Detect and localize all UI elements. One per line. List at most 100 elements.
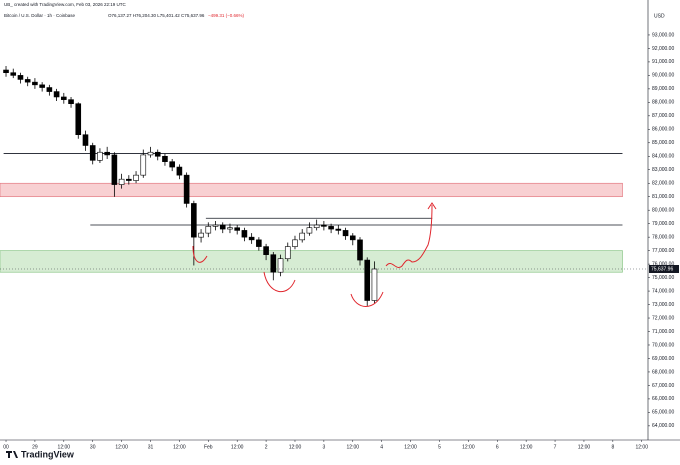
x-tick-label: 12:00 — [347, 444, 360, 450]
x-tick-label: 3 — [322, 444, 325, 450]
candle-body — [68, 99, 74, 105]
y-tick-label: 70,000.00 — [652, 342, 674, 348]
y-tick-label: 85,000.00 — [652, 140, 674, 146]
y-tick-label: 78,000.00 — [652, 234, 674, 240]
candle-body — [256, 239, 262, 247]
x-tick-label: 12:00 — [578, 444, 591, 450]
candle-body — [263, 246, 269, 255]
last-price-label: 75,637.96 — [651, 266, 673, 272]
candle-body — [284, 246, 291, 260]
candle-body — [97, 151, 103, 161]
candle-body — [140, 154, 147, 176]
y-tick-label: 77,000.00 — [652, 248, 674, 254]
x-tick-label: 6 — [496, 444, 499, 450]
candle-body — [270, 254, 277, 273]
candle-body — [147, 151, 154, 156]
credit: UB_ created with TradingView.com, Feb 03… — [4, 2, 126, 7]
candle-body — [292, 239, 298, 247]
candle-body — [328, 226, 334, 230]
candle-body — [3, 69, 9, 74]
logo: TradingView — [6, 449, 75, 459]
candle-body — [176, 166, 183, 176]
y-tick-label: 69,000.00 — [652, 356, 674, 362]
y-tick-label: 83,000.00 — [652, 167, 674, 173]
x-tick-label: 12:00 — [635, 444, 648, 450]
candle-body — [349, 235, 356, 241]
y-tick-label: 81,000.00 — [652, 194, 674, 200]
x-tick-label: 8 — [611, 444, 614, 450]
candle-body — [234, 227, 240, 231]
candle-body — [248, 236, 255, 241]
candle-body — [371, 268, 378, 301]
x-tick-label: 12:00 — [289, 444, 302, 450]
change: −499.31 (−0.66%) — [208, 13, 245, 18]
candle-body — [126, 178, 132, 181]
candle-body — [17, 75, 24, 80]
y-tick-label: 66,000.00 — [652, 396, 674, 402]
candle-body — [313, 224, 320, 229]
candle-body — [154, 151, 161, 157]
candle-body — [111, 154, 118, 185]
logo-text: TradingView — [21, 449, 75, 459]
candle-body — [306, 227, 313, 234]
candle-body — [169, 161, 175, 168]
x-tick-label: 29 — [32, 444, 38, 450]
annotations — [192, 202, 437, 307]
y-tick-label: 88,000.00 — [652, 100, 674, 106]
zones — [0, 153, 623, 273]
candle-body — [24, 79, 31, 83]
last-price-tag — [649, 264, 679, 273]
x-tick-label: 5 — [438, 444, 441, 450]
symbol: Bitcoin / U.S. Dollar · 1h · Coinbase — [4, 13, 76, 18]
x-tick-label: 12:00 — [231, 444, 244, 450]
candle-body — [118, 178, 125, 185]
zone — [0, 182, 623, 198]
y-tick-label: 86,000.00 — [652, 127, 674, 133]
candle-body — [53, 91, 60, 98]
y-tick-label: 68,000.00 — [652, 369, 674, 375]
y-tick-label: 64,000.00 — [652, 423, 674, 429]
candle-body — [191, 203, 197, 238]
candle-body — [133, 174, 139, 181]
x-tick-label: 30 — [90, 444, 96, 450]
candle-body — [46, 87, 53, 92]
y-tick-label: 87,000.00 — [652, 113, 674, 119]
y-tick-label: 90,000.00 — [652, 73, 674, 79]
candle-body — [198, 232, 204, 238]
x-tick-label: 7 — [554, 444, 557, 450]
candle-body — [335, 228, 342, 231]
y-tick-label: 73,000.00 — [652, 302, 674, 308]
y-tick-label: 75,000.00 — [652, 275, 674, 281]
x-tick-label: 12:00 — [58, 444, 71, 450]
zone — [0, 250, 623, 273]
candle-body — [205, 226, 212, 234]
y-tick-label: 71,000.00 — [652, 329, 674, 335]
candle-body — [75, 103, 82, 136]
candle-body — [357, 239, 363, 261]
candle-body — [212, 224, 219, 227]
y-tick-label: 91,000.00 — [652, 59, 674, 65]
currency: USD — [654, 13, 665, 19]
ohlc: O76,137.27 H76,204.30 L75,401.42 C75,637… — [108, 13, 205, 18]
y-tick-label: 84,000.00 — [652, 154, 674, 160]
drawn-curve — [192, 245, 208, 263]
y-tick-label: 82,000.00 — [652, 181, 674, 187]
candle-body — [364, 259, 371, 301]
candle-body — [61, 96, 67, 100]
drawn-curve — [350, 291, 384, 307]
x-tick-label: 31 — [148, 444, 154, 450]
candle-body — [39, 84, 45, 88]
x-tick-label: 12:00 — [173, 444, 186, 450]
x-tick-label: 4 — [380, 444, 383, 450]
x-tick-label: 2 — [265, 444, 268, 450]
logo-mark — [6, 451, 18, 458]
candle-body — [82, 134, 89, 146]
candle-body — [321, 224, 327, 227]
drawn-curve — [263, 271, 296, 292]
candle-body — [104, 151, 110, 156]
y-tick-label: 79,000.00 — [652, 221, 674, 227]
candle-body — [89, 145, 96, 161]
x-tick-label: 12:00 — [404, 444, 417, 450]
